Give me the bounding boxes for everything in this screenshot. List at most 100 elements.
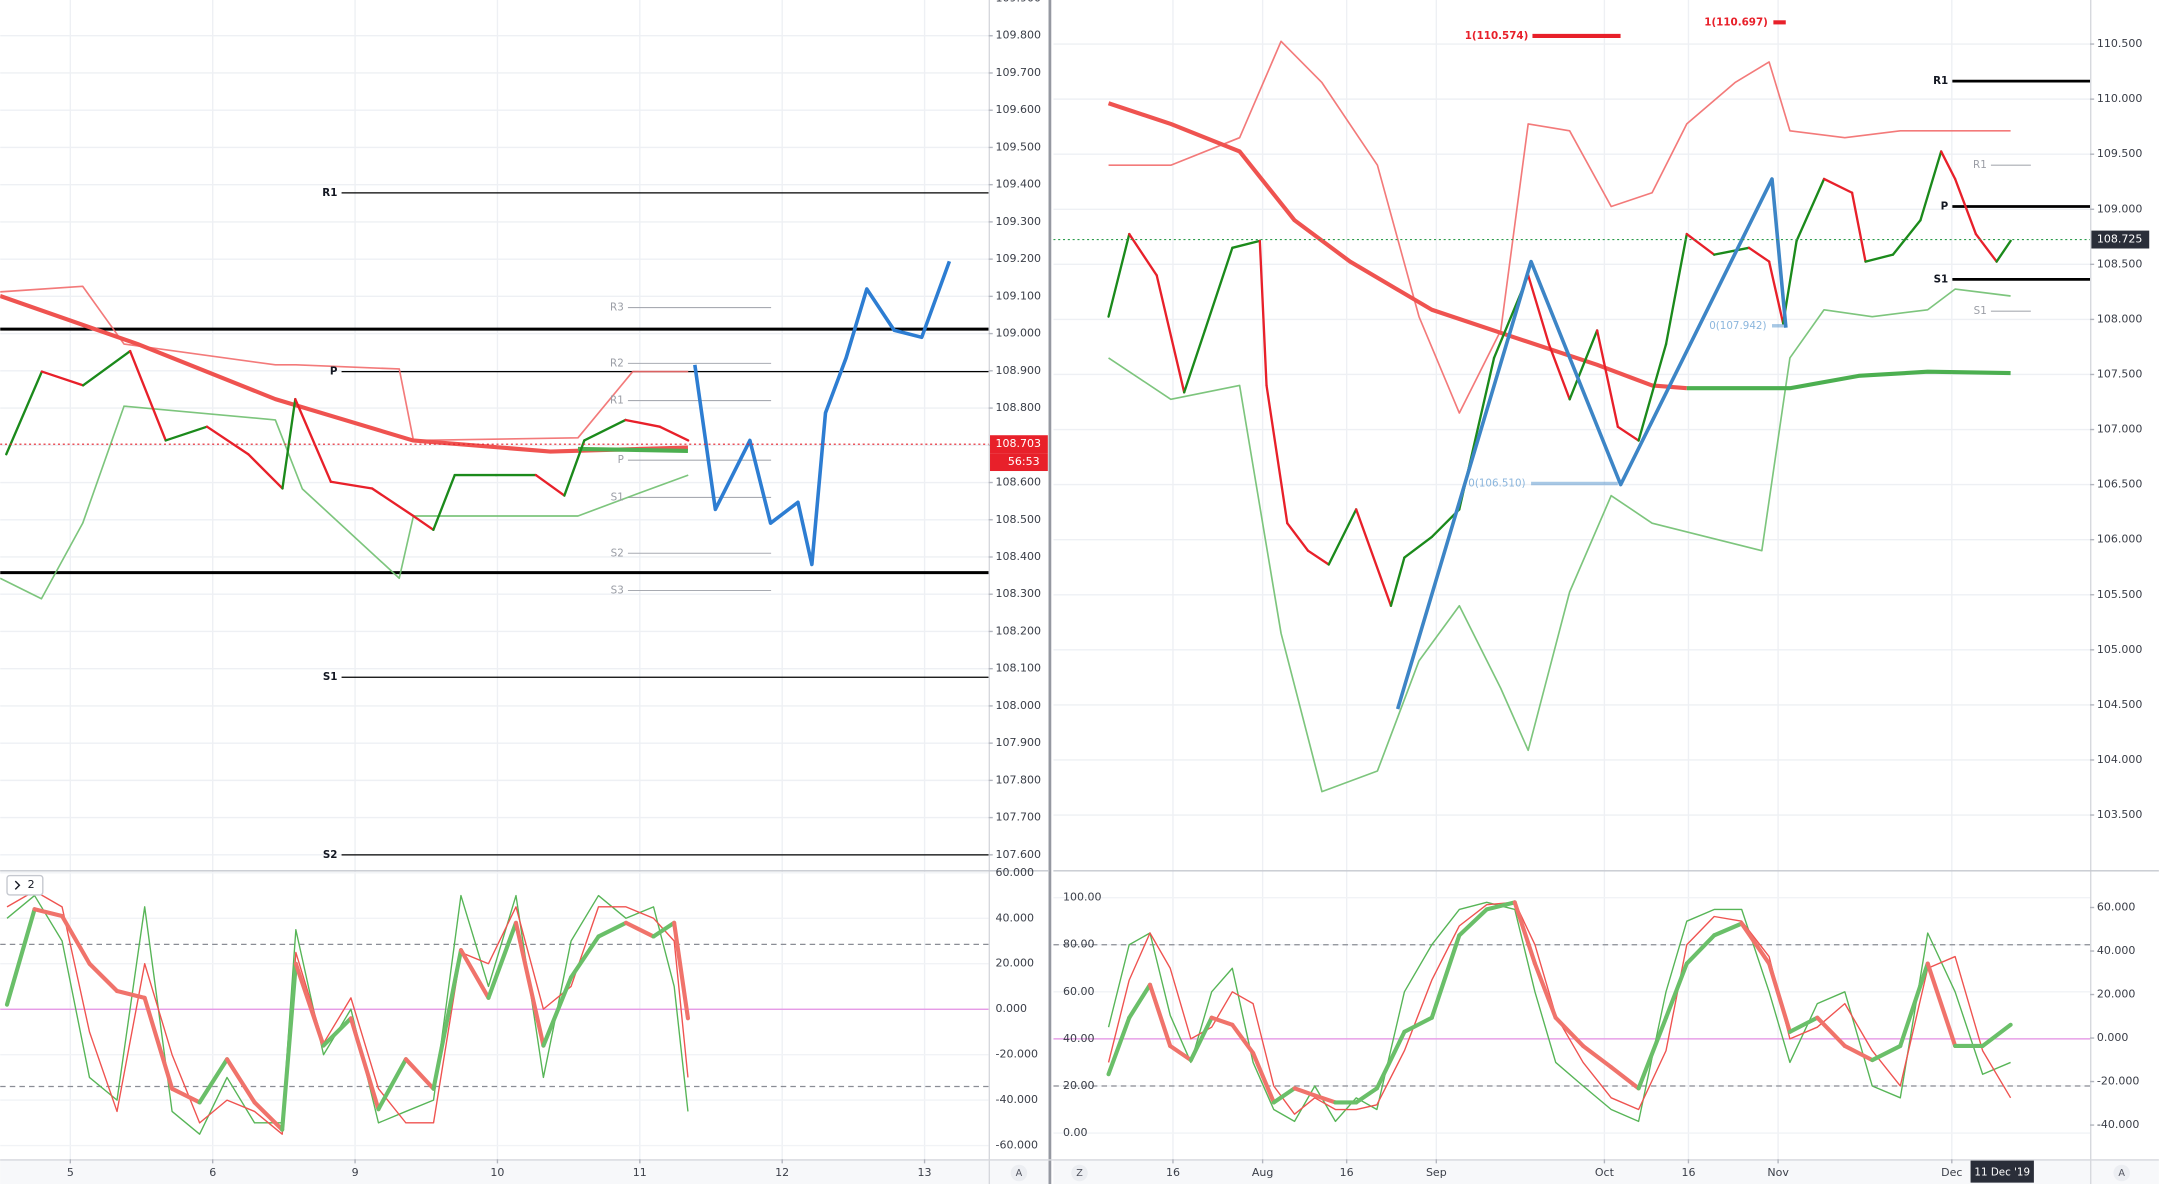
signal-line	[6, 890, 689, 1135]
oscillator-main	[60, 913, 92, 966]
signal-line	[1107, 901, 2012, 1115]
price-move	[1864, 253, 1895, 263]
x-tick-label: Sep	[1426, 1166, 1447, 1179]
y-tick-label: 108.000	[996, 699, 1041, 712]
y-tick-label: 60.000	[996, 866, 1034, 879]
oscillator-main	[1230, 1022, 1256, 1056]
oscillator-main	[486, 920, 519, 1000]
indicator-toggle[interactable]	[6, 874, 44, 896]
y-tick-label: 109.200	[996, 252, 1041, 265]
scale-button[interactable]	[2113, 1164, 2130, 1182]
y-tick-label: 106.500	[2097, 478, 2142, 491]
last-price-box	[2091, 230, 2150, 249]
last-price-label: 108.725	[2097, 233, 2142, 246]
oscillator-main	[280, 961, 298, 1132]
scale-button-label: A	[1016, 1168, 1023, 1179]
oscillator-main	[623, 920, 656, 939]
pivot-level-label: S1	[1934, 273, 1949, 285]
signal-line	[6, 894, 689, 1135]
signal-line	[1107, 901, 2011, 1123]
price-move	[1183, 329, 1207, 394]
x-tick-label: 10	[490, 1166, 504, 1179]
oscillator-main	[1815, 1015, 1847, 1049]
pivot-level-label: S1	[323, 671, 338, 683]
y-tick-label: 109.500	[2097, 147, 2142, 160]
oscillator-main	[1429, 933, 1462, 1020]
price-move	[534, 473, 566, 497]
oscillator-main	[431, 948, 464, 1091]
minor-pivot-label: R1	[1973, 159, 1987, 171]
price-move	[1919, 150, 1943, 222]
oscillator-main	[1188, 1015, 1214, 1063]
price-move	[1547, 343, 1571, 401]
last-price-label: 108.703	[996, 437, 1041, 450]
x-tick-label: 12	[775, 1166, 789, 1179]
price-move	[1107, 232, 1131, 318]
minor-pivot-label: S2	[611, 547, 624, 559]
price-move	[1616, 425, 1640, 442]
x-tick-label: Aug	[1252, 1166, 1273, 1179]
oscillator-main	[1787, 1015, 1820, 1034]
y-tick-label: 109.500	[996, 140, 1041, 153]
y-tick-label: 105.500	[2097, 588, 2142, 601]
y-tick-label: 109.300	[996, 215, 1041, 228]
price-move	[1637, 343, 1668, 442]
oscillator-main	[651, 920, 677, 939]
price-move	[1231, 239, 1261, 249]
price-move	[1265, 384, 1289, 525]
countdown-label: 56:53	[1008, 455, 1040, 468]
harmonic-pattern	[1395, 177, 1788, 710]
y-tick-label: 0.00	[1063, 1126, 1087, 1139]
price-move	[329, 480, 374, 490]
envelope-band	[1108, 40, 2011, 414]
oscillator-main	[1147, 982, 1173, 1049]
y-tick-label: 40.00	[1063, 1032, 1095, 1045]
oscillator-main	[1457, 907, 1489, 938]
scale-button-label: A	[2118, 1168, 2125, 1179]
oscillator-main	[348, 1016, 381, 1112]
y-tick-label: 0.000	[996, 1002, 1027, 1015]
scale-button[interactable]	[1010, 1164, 1028, 1182]
x-tick-label: 6	[209, 1166, 216, 1179]
price-move	[164, 425, 209, 442]
x-tick-label: 11	[633, 1166, 647, 1179]
oscillator-main	[1980, 1022, 2013, 1049]
y-tick-label: 100.00	[1063, 891, 1102, 904]
y-tick-label: -60.000	[996, 1139, 1038, 1152]
y-tick-label: 107.000	[2097, 423, 2142, 436]
scale-button[interactable]	[1071, 1164, 1088, 1182]
oscillator-main	[1484, 900, 1517, 912]
oscillator-main	[1354, 1086, 1379, 1105]
price-move	[1850, 191, 1867, 263]
chevron-icon	[14, 880, 21, 890]
y-tick-label: 109.400	[996, 178, 1041, 191]
price-move	[1306, 549, 1330, 566]
price-move	[1389, 556, 1406, 607]
price-move	[1258, 239, 1268, 387]
pattern-level-label: 0(106.510)	[1468, 478, 1525, 490]
oscillator-main	[1532, 961, 1558, 1020]
price-move	[1767, 260, 1785, 325]
oscillator-main	[321, 1016, 354, 1048]
minor-pivot-label: R1	[610, 395, 624, 407]
y-tick-label: 108.500	[996, 513, 1041, 526]
projection-line	[693, 260, 952, 567]
y-tick-label: 108.300	[996, 587, 1041, 600]
oscillator-main	[1209, 1015, 1235, 1027]
price-move	[1974, 232, 1998, 263]
oscillator-main	[1712, 921, 1744, 938]
x-tick-label: 13	[918, 1166, 932, 1179]
y-tick-label: -40.000	[996, 1093, 1038, 1106]
oscillator-main	[252, 1100, 285, 1132]
price-move	[81, 349, 132, 387]
x-tick-label: 16	[1166, 1166, 1180, 1179]
left-price-pane	[0, 0, 989, 871]
oscillator-main	[1842, 1043, 1875, 1063]
grid-layer	[0, 0, 989, 871]
y-tick-label: 108.100	[996, 662, 1041, 675]
y-tick-label: 108.200	[996, 624, 1041, 637]
y-tick-label: 109.900	[996, 0, 1041, 5]
oscillator-main	[596, 920, 629, 939]
oscillator-main	[672, 920, 691, 1021]
